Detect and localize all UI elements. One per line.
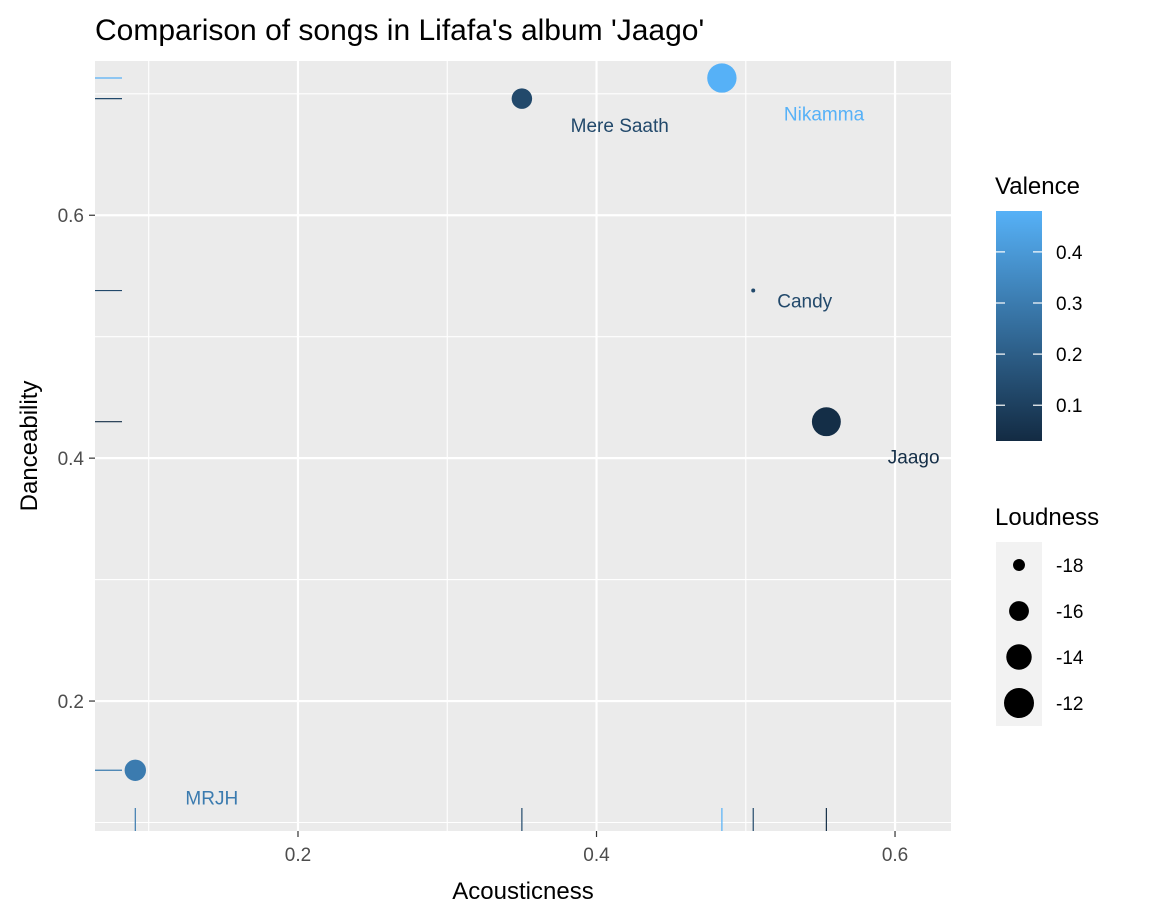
point-label: Nikamma: [784, 104, 865, 125]
valence-legend-title: Valence: [995, 173, 1080, 200]
data-point: [811, 407, 841, 437]
y-tick-label: 0.2: [58, 692, 84, 713]
x-tick-label: 0.6: [882, 845, 908, 866]
loudness-legend-key: [1009, 601, 1029, 621]
rug-marks: [95, 77, 827, 831]
x-axis-title: Acousticness: [452, 878, 593, 905]
valence-legend-label: 0.4: [1056, 243, 1083, 264]
loudness-legend-label: -12: [1056, 694, 1083, 715]
loudness-legend-keys: -18 -16 -14 -12: [1004, 556, 1084, 718]
point-labels: Nikamma Mere Saath Candy Jaago MRJH: [185, 104, 939, 809]
x-tick-label: 0.2: [285, 845, 311, 866]
loudness-legend-label: -14: [1056, 648, 1084, 669]
valence-legend-label: 0.1: [1056, 396, 1082, 417]
data-point: [511, 88, 533, 109]
loudness-legend-key: [1013, 559, 1025, 571]
loudness-legend-key: [1004, 688, 1034, 718]
x-axis-ticks: 0.2 0.4 0.6: [285, 831, 908, 866]
data-point: [751, 288, 756, 293]
data-points: [124, 63, 841, 781]
valence-legend: Valence 0.4 0.3 0.2 0.1: [995, 173, 1083, 441]
major-gridlines: [95, 61, 951, 831]
point-label: Candy: [777, 292, 832, 313]
plot-panel: [95, 61, 951, 831]
loudness-legend: Loudness -18 -16 -14 -12: [995, 504, 1099, 726]
data-point: [707, 63, 737, 93]
y-axis-title: Danceability: [16, 381, 43, 512]
y-axis-ticks: 0.2 0.4 0.6: [58, 206, 95, 713]
loudness-legend-title: Loudness: [995, 504, 1099, 531]
loudness-legend-label: -16: [1056, 602, 1083, 623]
loudness-legend-label: -18: [1056, 556, 1083, 577]
valence-legend-label: 0.3: [1056, 294, 1082, 315]
y-tick-label: 0.4: [58, 449, 85, 470]
valence-legend-ticks: 0.4 0.3 0.2 0.1: [996, 243, 1083, 417]
data-point: [124, 759, 147, 781]
chart-title: Comparison of songs in Lifafa's album 'J…: [95, 14, 704, 47]
x-tick-label: 0.4: [583, 845, 610, 866]
point-label: Jaago: [888, 448, 940, 469]
y-tick-label: 0.6: [58, 206, 84, 227]
valence-legend-label: 0.2: [1056, 345, 1082, 366]
point-label: MRJH: [185, 789, 238, 810]
valence-colorbar: [996, 211, 1042, 441]
point-label: Mere Saath: [571, 116, 669, 137]
loudness-legend-key: [1006, 644, 1032, 670]
